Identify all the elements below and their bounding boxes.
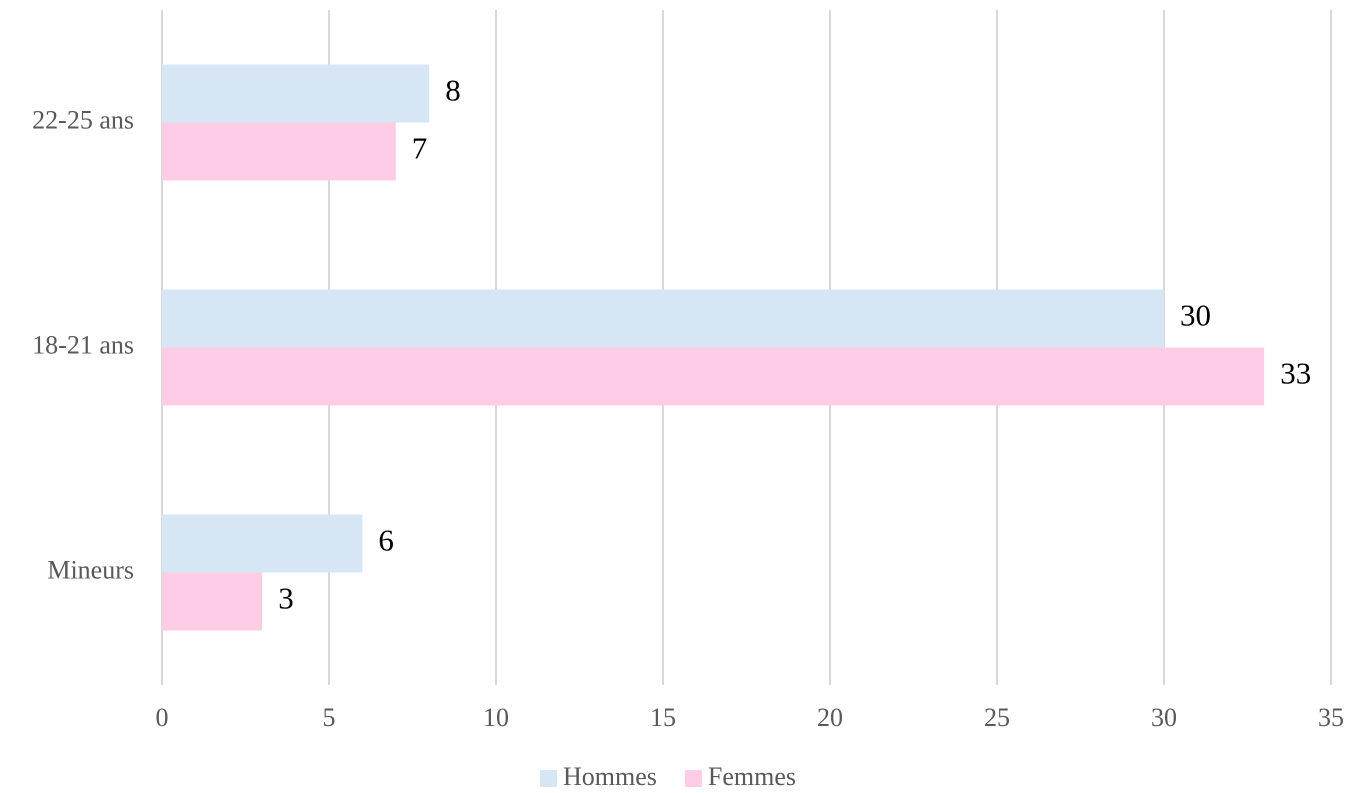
data-label: 7 xyxy=(412,131,428,166)
legend-label: Hommes xyxy=(563,762,657,791)
data-label: 3 xyxy=(278,581,294,616)
data-label: 33 xyxy=(1280,356,1311,391)
x-tick-label: 5 xyxy=(323,703,336,732)
data-label: 6 xyxy=(378,523,394,558)
bar xyxy=(162,64,430,123)
bar xyxy=(162,289,1164,348)
bar xyxy=(162,122,396,181)
x-tick-label: 30 xyxy=(1151,703,1177,732)
bar xyxy=(162,572,263,631)
legend-label: Femmes xyxy=(708,762,796,791)
y-tick-label: Mineurs xyxy=(47,555,134,584)
x-tick-label: 35 xyxy=(1318,703,1344,732)
x-tick-label: 20 xyxy=(817,703,843,732)
data-label: 8 xyxy=(445,73,461,108)
y-tick-label: 18-21 ans xyxy=(32,330,134,359)
legend-swatch xyxy=(684,770,702,787)
bar xyxy=(162,514,363,573)
x-tick-label: 10 xyxy=(483,703,509,732)
x-tick-label: 25 xyxy=(984,703,1010,732)
legend-swatch xyxy=(540,770,557,787)
x-tick-label: 15 xyxy=(650,703,676,732)
x-tick-label: 0 xyxy=(156,703,169,732)
bar xyxy=(162,347,1265,406)
data-label: 30 xyxy=(1180,298,1211,333)
y-tick-label: 22-25 ans xyxy=(32,105,134,134)
